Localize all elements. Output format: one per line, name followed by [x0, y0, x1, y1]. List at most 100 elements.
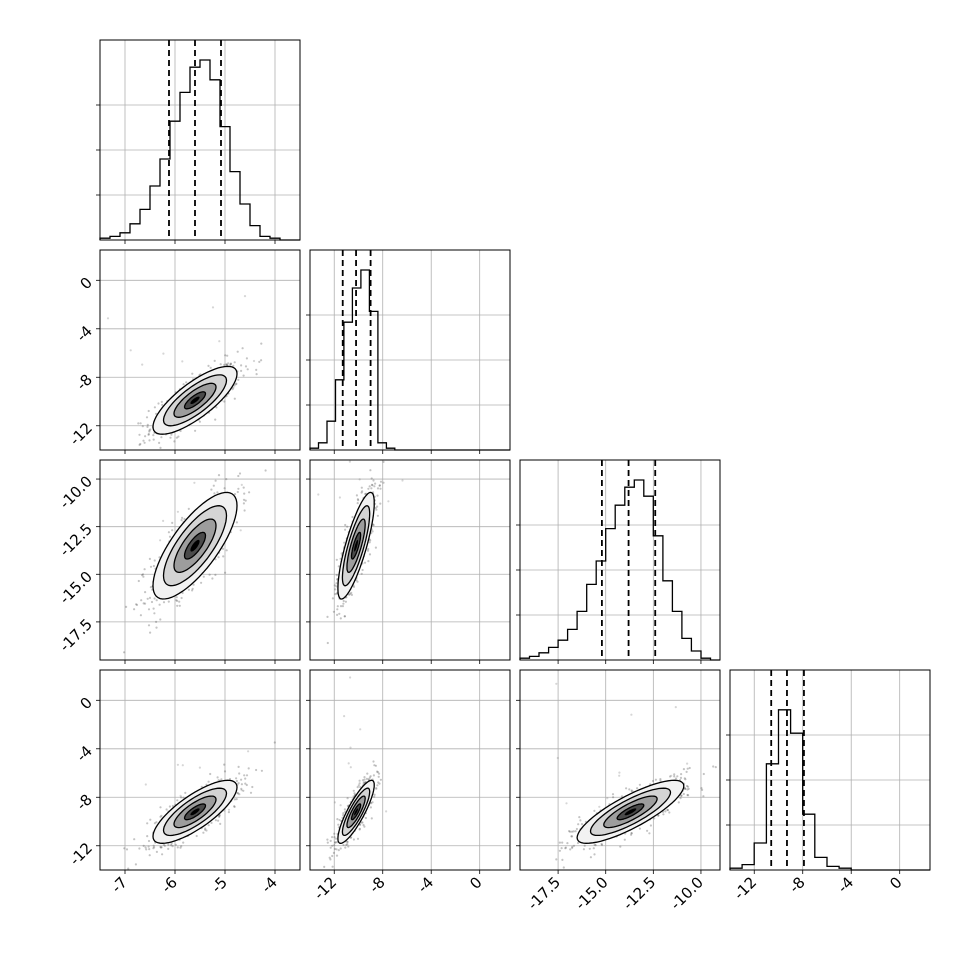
- scatter-point: [147, 845, 150, 848]
- scatter-point: [668, 811, 671, 814]
- scatter-point: [226, 354, 229, 357]
- scatter-point: [371, 801, 374, 804]
- scatter-point: [600, 843, 604, 847]
- scatter-point: [159, 846, 162, 849]
- scatter-point: [191, 372, 194, 375]
- scatter-point: [630, 789, 633, 792]
- contour-line: [350, 531, 362, 560]
- scatter-point: [623, 838, 626, 841]
- scatter-point: [374, 506, 377, 510]
- scatter-point: [374, 764, 377, 767]
- scatter-point: [593, 843, 596, 846]
- scatter-point: [349, 676, 352, 679]
- scatter-point: [180, 596, 183, 600]
- scatter-point: [252, 359, 256, 363]
- scatter-point: [234, 383, 238, 386]
- scatter-point: [569, 848, 572, 851]
- scatter-point: [167, 531, 170, 534]
- scatter-point: [334, 837, 338, 840]
- scatter-point: [366, 549, 370, 552]
- scatter-point: [336, 818, 339, 821]
- scatter-point: [240, 789, 243, 792]
- scatter-point: [229, 362, 232, 365]
- scatter-point: [245, 357, 248, 360]
- panel-1-1: [306, 249, 511, 454]
- scatter-point: [369, 806, 372, 809]
- scatter-point: [182, 841, 185, 844]
- scatter-point: [558, 841, 562, 844]
- scatter-point: [578, 816, 581, 819]
- scatter-point: [176, 510, 179, 513]
- scatter-point: [356, 786, 359, 789]
- scatter-point: [351, 515, 354, 519]
- scatter-point: [195, 834, 198, 838]
- scatter-point: [177, 435, 180, 438]
- scatter-point: [638, 783, 642, 786]
- scatter-point: [216, 491, 219, 494]
- scatter-point: [670, 774, 673, 777]
- scatter-point: [182, 383, 185, 386]
- scatter-point: [352, 585, 356, 589]
- scatter-point: [682, 768, 686, 771]
- scatter-point: [146, 822, 149, 825]
- scatter-point: [179, 846, 182, 849]
- panel-frame: [99, 39, 301, 241]
- scatter-point: [123, 847, 126, 850]
- scatter-point: [370, 487, 373, 490]
- density-fill: [190, 396, 200, 404]
- scatter-point: [677, 801, 680, 804]
- scatter-point: [162, 519, 165, 523]
- scatter-point: [219, 363, 222, 366]
- x-tick-label: -7: [108, 873, 131, 896]
- x-tick-label: -4: [258, 873, 281, 896]
- scatter-point: [360, 572, 363, 575]
- scatter-point: [142, 844, 145, 848]
- scatter-point: [148, 430, 151, 433]
- scatter-point: [152, 438, 155, 441]
- scatter-point: [181, 764, 184, 767]
- scatter-point: [373, 793, 376, 796]
- y-tick-label: -8: [73, 371, 96, 394]
- density-fill: [190, 539, 200, 552]
- scatter-point: [562, 866, 565, 869]
- scatter-point: [146, 425, 149, 428]
- scatter-point: [158, 441, 161, 444]
- scatter-point: [170, 844, 173, 847]
- scatter-point: [255, 373, 258, 376]
- scatter-point: [343, 615, 346, 618]
- scatter-point: [341, 605, 344, 608]
- scatter-point: [343, 715, 346, 718]
- scatter-point: [240, 778, 243, 781]
- scatter-point: [213, 492, 216, 495]
- scatter-point: [106, 317, 110, 320]
- scatter-point: [143, 602, 147, 605]
- scatter-point: [326, 838, 329, 841]
- scatter-point: [335, 854, 339, 857]
- scatter-point: [255, 768, 258, 772]
- scatter-point: [592, 847, 595, 850]
- scatter-point: [363, 561, 367, 564]
- scatter-point: [382, 481, 385, 484]
- scatter-point: [145, 848, 148, 851]
- scatter-point: [376, 487, 380, 490]
- scatter-point: [173, 440, 176, 443]
- scatter-point: [344, 846, 347, 849]
- scatter-point: [235, 521, 238, 524]
- scatter-point: [179, 429, 182, 433]
- scatter-point: [664, 810, 667, 813]
- scatter-point: [338, 496, 341, 499]
- scatter-point: [194, 429, 197, 432]
- scatter-point: [143, 441, 146, 444]
- scatter-point: [618, 774, 621, 777]
- scatter-point: [350, 591, 353, 595]
- scatter-point: [175, 599, 178, 602]
- scatter-point: [155, 626, 158, 629]
- scatter-point: [223, 763, 226, 766]
- scatter-point: [155, 620, 158, 624]
- scatter-point: [344, 600, 347, 603]
- contour-line: [183, 531, 207, 560]
- scatter-point: [372, 479, 375, 482]
- scatter-point: [358, 827, 361, 830]
- scatter-point: [662, 813, 665, 816]
